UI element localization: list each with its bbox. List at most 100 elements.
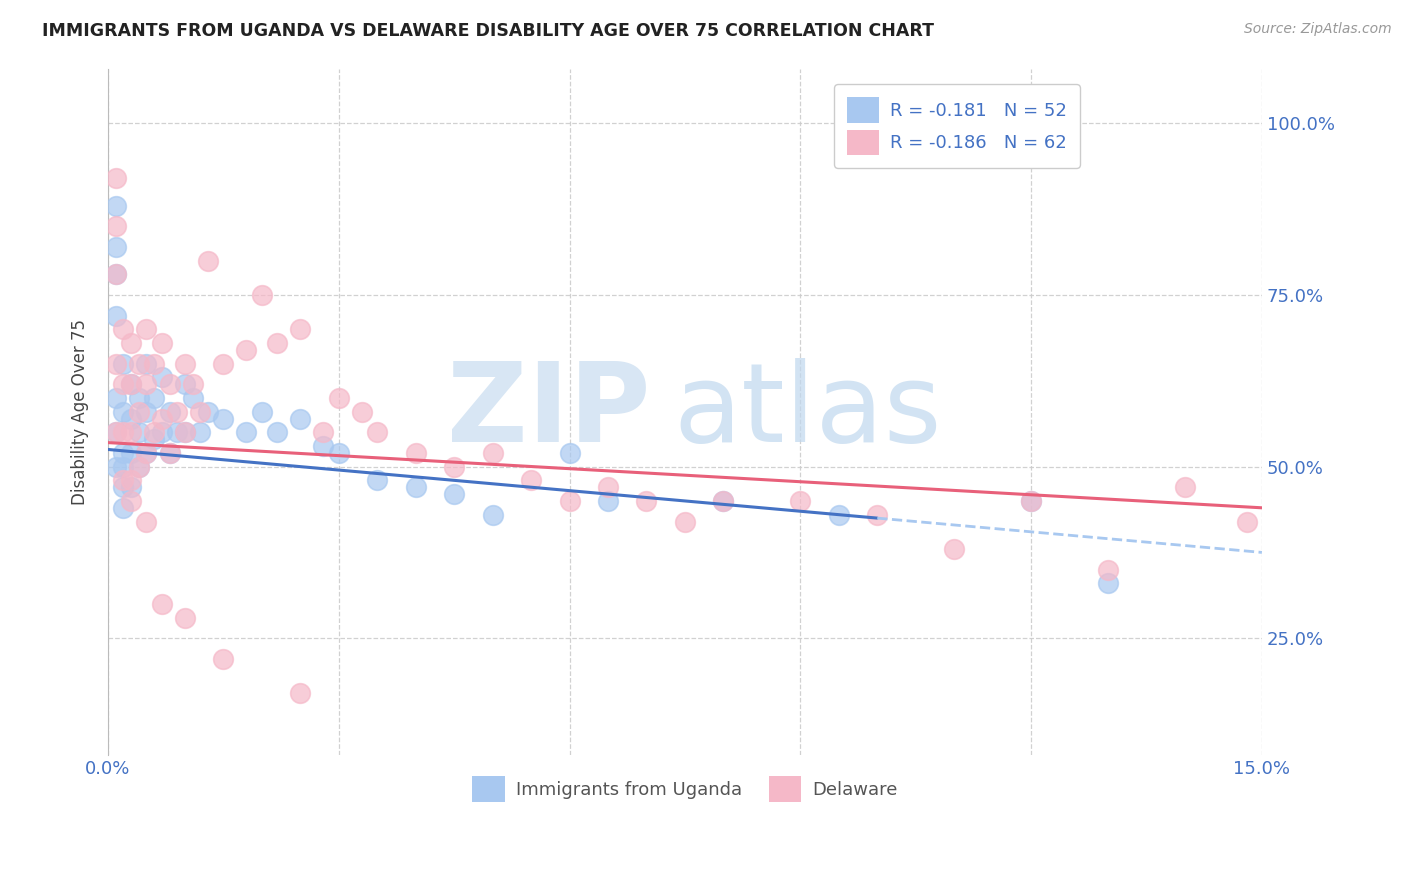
Point	[104, 268, 127, 282]
Point	[166, 405, 188, 419]
Point	[312, 439, 335, 453]
Y-axis label: Disability Age Over 75: Disability Age Over 75	[72, 318, 89, 505]
Point	[159, 377, 181, 392]
Point	[197, 405, 219, 419]
Legend: Immigrants from Uganda, Delaware: Immigrants from Uganda, Delaware	[460, 764, 910, 814]
Point	[128, 391, 150, 405]
Point	[166, 425, 188, 440]
Point	[120, 336, 142, 351]
Point	[143, 391, 166, 405]
Point	[112, 446, 135, 460]
Point	[143, 432, 166, 446]
Point	[159, 405, 181, 419]
Point	[150, 411, 173, 425]
Point	[713, 494, 735, 508]
Point	[104, 459, 127, 474]
Point	[188, 405, 211, 419]
Point	[366, 425, 388, 440]
Point	[120, 494, 142, 508]
Point	[212, 357, 235, 371]
Text: ZIP: ZIP	[447, 359, 651, 466]
Point	[312, 425, 335, 440]
Point	[120, 425, 142, 440]
Point	[128, 357, 150, 371]
Point	[112, 322, 135, 336]
Point	[104, 391, 127, 405]
Point	[250, 405, 273, 419]
Point	[135, 446, 157, 460]
Point	[443, 487, 465, 501]
Point	[174, 357, 197, 371]
Point	[1019, 494, 1042, 508]
Point	[290, 686, 312, 700]
Point	[150, 336, 173, 351]
Point	[104, 219, 127, 234]
Point	[673, 515, 696, 529]
Point	[112, 500, 135, 515]
Point	[328, 391, 350, 405]
Point	[405, 446, 427, 460]
Point	[174, 425, 197, 440]
Point	[558, 446, 581, 460]
Point	[328, 446, 350, 460]
Point	[104, 199, 127, 213]
Point	[135, 405, 157, 419]
Point	[104, 240, 127, 254]
Point	[104, 425, 127, 440]
Point	[174, 425, 197, 440]
Point	[135, 357, 157, 371]
Point	[112, 377, 135, 392]
Point	[128, 405, 150, 419]
Point	[143, 357, 166, 371]
Point	[596, 494, 619, 508]
Point	[290, 322, 312, 336]
Point	[112, 480, 135, 494]
Point	[636, 494, 658, 508]
Point	[1097, 563, 1119, 577]
Point	[112, 459, 135, 474]
Point	[120, 377, 142, 392]
Point	[481, 446, 503, 460]
Point	[188, 425, 211, 440]
Text: Source: ZipAtlas.com: Source: ZipAtlas.com	[1244, 22, 1392, 37]
Point	[104, 171, 127, 186]
Point	[1174, 480, 1197, 494]
Point	[128, 459, 150, 474]
Text: atlas: atlas	[673, 359, 942, 466]
Point	[120, 446, 142, 460]
Point	[235, 425, 257, 440]
Point	[596, 480, 619, 494]
Point	[159, 446, 181, 460]
Point	[135, 446, 157, 460]
Point	[135, 377, 157, 392]
Point	[181, 377, 204, 392]
Point	[212, 411, 235, 425]
Point	[112, 405, 135, 419]
Point	[290, 411, 312, 425]
Point	[112, 357, 135, 371]
Point	[866, 508, 889, 522]
Point	[104, 309, 127, 323]
Point	[143, 425, 166, 440]
Point	[212, 652, 235, 666]
Point	[250, 288, 273, 302]
Point	[174, 610, 197, 624]
Point	[943, 541, 966, 556]
Point	[235, 343, 257, 357]
Text: IMMIGRANTS FROM UGANDA VS DELAWARE DISABILITY AGE OVER 75 CORRELATION CHART: IMMIGRANTS FROM UGANDA VS DELAWARE DISAB…	[42, 22, 934, 40]
Point	[159, 446, 181, 460]
Point	[405, 480, 427, 494]
Point	[520, 474, 543, 488]
Point	[150, 425, 173, 440]
Point	[443, 459, 465, 474]
Point	[197, 253, 219, 268]
Point	[350, 405, 373, 419]
Point	[266, 425, 288, 440]
Point	[150, 370, 173, 384]
Point	[1019, 494, 1042, 508]
Point	[789, 494, 811, 508]
Point	[181, 391, 204, 405]
Point	[104, 425, 127, 440]
Point	[120, 480, 142, 494]
Point	[1097, 576, 1119, 591]
